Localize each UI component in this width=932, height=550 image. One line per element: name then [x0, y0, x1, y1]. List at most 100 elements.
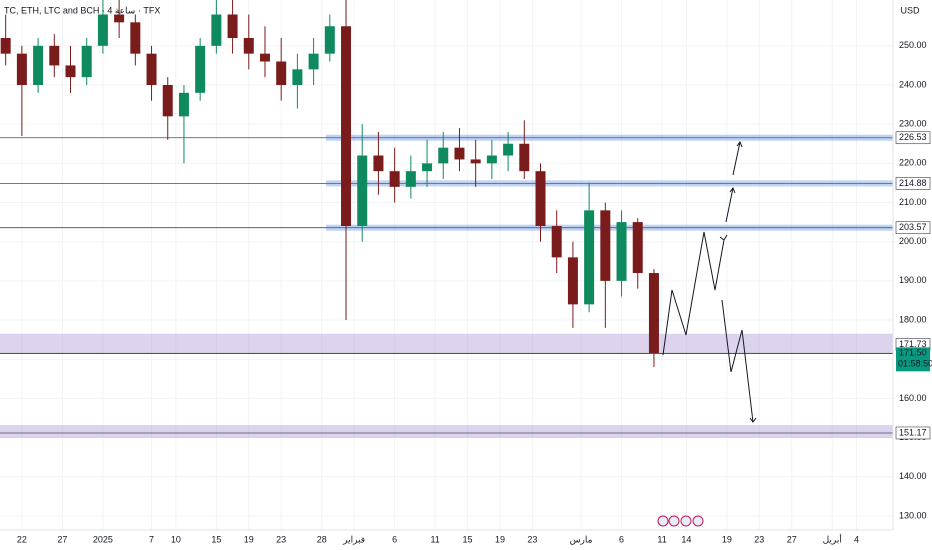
candle-body [486, 155, 497, 164]
candle-body [227, 14, 238, 38]
candle-body [162, 85, 173, 117]
currency: USD [900, 5, 920, 15]
zone-label-text: 151.17 [899, 427, 927, 437]
x-tick-label: 14 [681, 534, 691, 544]
candle-body [0, 37, 11, 54]
x-tick-label: مارس [570, 534, 593, 545]
candle-body [632, 222, 643, 274]
x-tick-label: 19 [722, 534, 732, 544]
y-tick-label: 250.00 [899, 40, 927, 50]
candle-body [373, 155, 384, 172]
x-tick-label: 7 [149, 534, 154, 544]
level-label-text: 214.88 [899, 178, 927, 188]
x-tick-label: 19 [495, 534, 505, 544]
event-icon[interactable] [657, 515, 669, 527]
x-tick-label: 22 [17, 534, 27, 544]
x-tick-label: 19 [244, 534, 254, 544]
x-tick-label: 27 [57, 534, 67, 544]
axis-labels: 130.00140.00150.00160.00170.00180.00190.… [17, 40, 932, 545]
candle-body [114, 14, 125, 23]
candle-body [567, 257, 578, 305]
event-icon[interactable] [680, 515, 692, 527]
y-tick-label: 130.00 [899, 510, 927, 520]
candle-body [616, 222, 627, 281]
arrow-head [719, 234, 728, 241]
y-tick-label: 240.00 [899, 79, 927, 89]
x-tick-label: 11 [657, 534, 666, 544]
candle-body [357, 155, 368, 227]
candle-body [438, 147, 449, 164]
last-price-box [896, 347, 930, 372]
event-icon[interactable] [692, 515, 704, 527]
candle-body [470, 159, 481, 164]
candle-body [97, 14, 108, 46]
countdown: 01:58:50 [898, 359, 932, 369]
x-tick-label: 2025 [93, 534, 113, 544]
y-tick-label: 210.00 [899, 197, 927, 207]
y-tick-label: 220.00 [899, 158, 927, 168]
x-tick-label: 23 [754, 534, 764, 544]
candle-body [503, 143, 514, 156]
x-tick-label: 28 [317, 534, 327, 544]
candle-body [551, 226, 562, 258]
candle-body [49, 45, 60, 66]
candle-body [454, 147, 465, 160]
candle-body [16, 53, 27, 86]
candle-body [33, 45, 44, 86]
candle-body [389, 171, 400, 187]
level-label-text: 226.53 [899, 132, 927, 142]
y-tick-label: 140.00 [899, 471, 927, 481]
candle-body [81, 45, 92, 78]
x-tick-label: فبراير [342, 534, 365, 545]
candle-body [519, 143, 530, 172]
chart-title: TC, ETH, LTC and BCH · 4 ساعة · TFX [4, 5, 160, 15]
x-tick-label: 27 [787, 534, 797, 544]
candle-body [405, 171, 416, 187]
candle-body [130, 22, 141, 54]
x-tick-label: 23 [527, 534, 537, 544]
last-price-text: 171.50 [899, 348, 927, 358]
level-label-box [895, 177, 931, 190]
candle-body [276, 61, 287, 86]
level-band [326, 180, 893, 187]
x-tick-label: 6 [619, 534, 624, 544]
arrow [732, 141, 741, 176]
y-tick-label: 230.00 [899, 119, 927, 129]
event-icons [657, 515, 704, 527]
candle-body [211, 14, 222, 46]
level-label: 203.57 [895, 221, 931, 234]
candle-body [308, 53, 319, 70]
y-tick-label: 200.00 [899, 236, 927, 246]
x-tick-label: 6 [392, 534, 397, 544]
level-label-box [895, 131, 931, 145]
zone [0, 333, 893, 353]
candle-body [422, 163, 433, 172]
zone [0, 425, 893, 438]
x-tick-label: 10 [171, 534, 181, 544]
candle-body [341, 26, 352, 227]
y-tick-label: 180.00 [899, 314, 927, 324]
y-tick-label: 160.00 [899, 393, 927, 403]
x-tick-label: 15 [211, 534, 221, 544]
candle-body [243, 37, 254, 54]
level-label: 226.53 [895, 131, 931, 145]
x-tick-label: 11 [430, 534, 439, 544]
projection [662, 140, 757, 423]
zone-label: 151.17 [895, 426, 931, 440]
arrow [725, 187, 734, 223]
projection-path [662, 231, 725, 356]
candle-body [292, 69, 303, 86]
y-tick-label: 190.00 [899, 275, 927, 285]
candle-body [324, 26, 335, 54]
candle-body [195, 45, 206, 93]
candle-body [259, 53, 270, 62]
candle-body [178, 92, 189, 117]
arrow-head [736, 140, 743, 148]
level-label: 214.88 [895, 177, 931, 190]
candle-body [584, 210, 595, 305]
candle-body [535, 171, 546, 227]
x-tick-label: 4 [854, 534, 859, 544]
event-icon[interactable] [668, 515, 680, 527]
zone-label-text: 171.73 [899, 339, 927, 349]
